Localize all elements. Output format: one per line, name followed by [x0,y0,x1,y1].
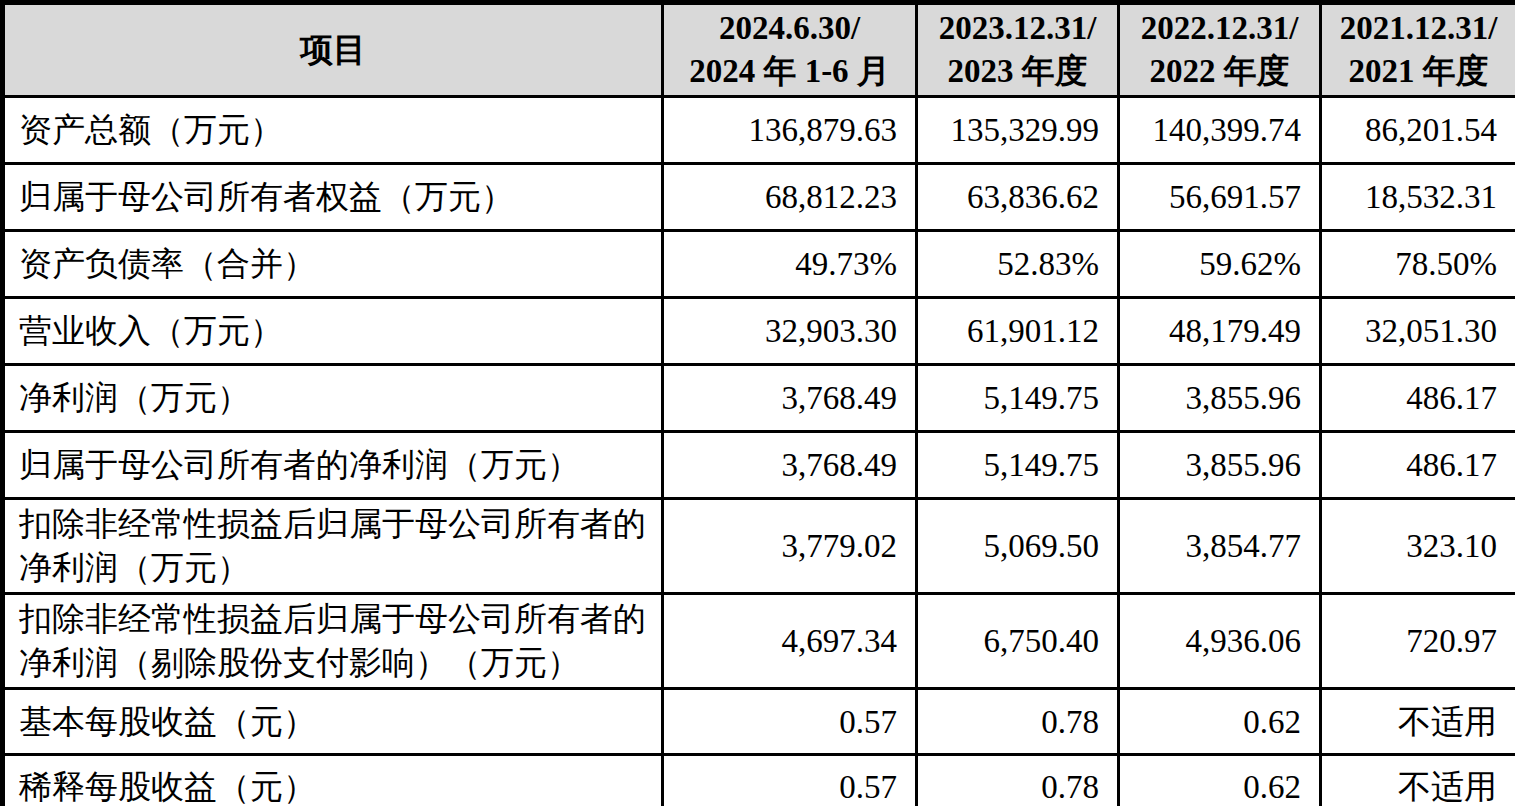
row-label: 扣除非经常性损益后归属于母公司所有者的净利润（剔除股份支付影响）（万元） [3,594,663,689]
period-date-line: 2024.6.30/ [668,7,911,50]
table-cell: 486.17 [1321,365,1515,432]
table-cell: 32,051.30 [1321,298,1515,365]
period-date-line: 2022.12.31/ [1124,7,1315,50]
table-cell: 720.97 [1321,594,1515,689]
table-row-debt-ratio: 资产负债率（合并） 49.73% 52.83% 59.62% 78.50% [3,231,1515,298]
table-cell: 不适用 [1321,755,1515,806]
table-row-diluted-eps: 稀释每股收益（元） 0.57 0.78 0.62 不适用 [3,755,1515,806]
table-cell: 3,855.96 [1119,432,1321,499]
table-cell: 52.83% [917,231,1119,298]
table-cell: 18,532.31 [1321,164,1515,231]
table-cell: 0.78 [917,689,1119,755]
table-row-net-profit: 净利润（万元） 3,768.49 5,149.75 3,855.96 486.1… [3,365,1515,432]
row-label: 营业收入（万元） [3,298,663,365]
table-row-total-assets: 资产总额（万元） 136,879.63 135,329.99 140,399.7… [3,97,1515,164]
table-cell: 486.17 [1321,432,1515,499]
table-cell: 4,697.34 [663,594,917,689]
table-cell: 61,901.12 [917,298,1119,365]
table-cell: 3,779.02 [663,499,917,594]
table-cell: 56,691.57 [1119,164,1321,231]
table-cell: 140,399.74 [1119,97,1321,164]
row-label: 归属于母公司所有者权益（万元） [3,164,663,231]
row-label: 归属于母公司所有者的净利润（万元） [3,432,663,499]
table-cell: 0.62 [1119,755,1321,806]
table-row-parent-net-profit: 归属于母公司所有者的净利润（万元） 3,768.49 5,149.75 3,85… [3,432,1515,499]
period-label-line: 2021 年度 [1326,50,1511,93]
table-cell: 86,201.54 [1321,97,1515,164]
table-row-operating-revenue: 营业收入（万元） 32,903.30 61,901.12 48,179.49 3… [3,298,1515,365]
table-cell: 6,750.40 [917,594,1119,689]
table-cell: 0.78 [917,755,1119,806]
row-label: 稀释每股收益（元） [3,755,663,806]
table-cell: 3,768.49 [663,365,917,432]
financial-summary-table: 项目 2024.6.30/ 2024 年 1-6 月 2023.12.31/ 2… [0,0,1515,806]
row-label: 净利润（万元） [3,365,663,432]
table-cell: 68,812.23 [663,164,917,231]
table-cell: 5,149.75 [917,365,1119,432]
table-row-basic-eps: 基本每股收益（元） 0.57 0.78 0.62 不适用 [3,689,1515,755]
table-cell: 5,149.75 [917,432,1119,499]
table-cell: 78.50% [1321,231,1515,298]
table-cell: 0.57 [663,689,917,755]
table-cell: 0.57 [663,755,917,806]
column-header-period-2021: 2021.12.31/ 2021 年度 [1321,3,1515,97]
row-label: 资产总额（万元） [3,97,663,164]
table-cell: 32,903.30 [663,298,917,365]
table-cell: 不适用 [1321,689,1515,755]
table-cell: 3,854.77 [1119,499,1321,594]
table-cell: 59.62% [1119,231,1321,298]
table-cell: 3,768.49 [663,432,917,499]
table-cell: 135,329.99 [917,97,1119,164]
table-cell: 49.73% [663,231,917,298]
column-header-period-2022: 2022.12.31/ 2022 年度 [1119,3,1321,97]
row-label: 基本每股收益（元） [3,689,663,755]
table-cell: 3,855.96 [1119,365,1321,432]
period-date-line: 2021.12.31/ [1326,7,1511,50]
row-label: 资产负债率（合并） [3,231,663,298]
period-label-line: 2023 年度 [922,50,1113,93]
table-row-deducted-net-profit: 扣除非经常性损益后归属于母公司所有者的净利润（万元） 3,779.02 5,06… [3,499,1515,594]
table-cell: 323.10 [1321,499,1515,594]
period-date-line: 2023.12.31/ [922,7,1113,50]
table-cell: 5,069.50 [917,499,1119,594]
column-header-period-2023: 2023.12.31/ 2023 年度 [917,3,1119,97]
table-cell: 63,836.62 [917,164,1119,231]
table-row-deducted-net-profit-ex-share-payment: 扣除非经常性损益后归属于母公司所有者的净利润（剔除股份支付影响）（万元） 4,6… [3,594,1515,689]
period-label-line: 2022 年度 [1124,50,1315,93]
table-row-parent-equity: 归属于母公司所有者权益（万元） 68,812.23 63,836.62 56,6… [3,164,1515,231]
row-label: 扣除非经常性损益后归属于母公司所有者的净利润（万元） [3,499,663,594]
table-cell: 0.62 [1119,689,1321,755]
column-header-item: 项目 [3,3,663,97]
column-header-period-2024h1: 2024.6.30/ 2024 年 1-6 月 [663,3,917,97]
table-cell: 4,936.06 [1119,594,1321,689]
table-header-row: 项目 2024.6.30/ 2024 年 1-6 月 2023.12.31/ 2… [3,3,1515,97]
period-label-line: 2024 年 1-6 月 [668,50,911,93]
table-cell: 48,179.49 [1119,298,1321,365]
table-cell: 136,879.63 [663,97,917,164]
